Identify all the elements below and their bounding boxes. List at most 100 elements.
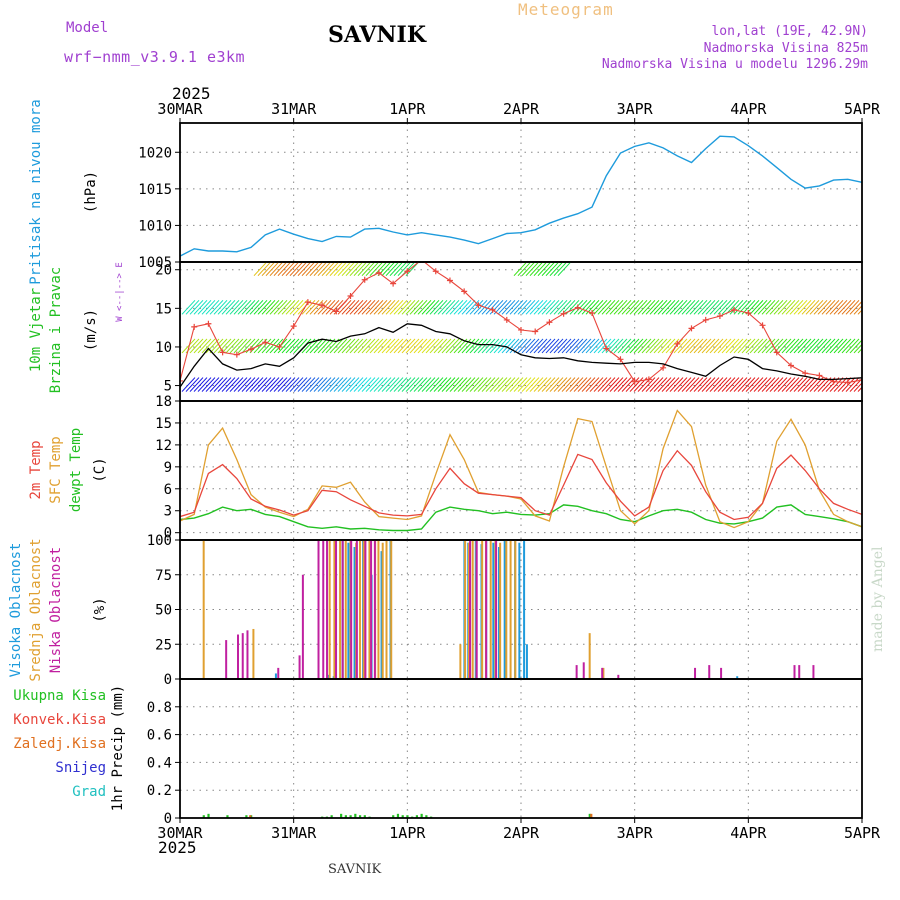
wind-barb [553,299,568,315]
gust-marker [532,328,539,335]
wind-barb [393,262,408,277]
wind-barb [793,338,808,354]
wind-barb [621,338,636,354]
precip-bar [425,815,428,818]
wind-barb [337,377,352,392]
wind-compass: W <--|--> E [115,262,125,322]
gust-marker [205,320,212,327]
wind-barb [261,377,276,392]
wind-barb [657,338,672,354]
wind-barb [201,338,216,354]
wind-barb [633,338,648,354]
wind-barb [433,299,448,315]
gust-marker [859,377,862,384]
wind-barb [461,299,476,315]
y-tick-label: 1020 [138,145,172,161]
wind-barb [701,338,716,354]
wind-barb [225,377,240,392]
wind-barb [237,338,252,354]
gust-marker [816,372,823,379]
wind-barb [701,299,716,315]
wind-barb [757,299,772,315]
gust-marker [180,377,183,384]
wind-barb [365,338,380,354]
wind-barb [649,338,664,354]
precip-bar [415,815,419,818]
wind-barb [853,382,862,392]
wind-barb [621,377,636,392]
wind-barb [825,299,840,315]
gust-marker [375,269,382,276]
series-line-2m-temp [180,449,862,521]
wind-barb [613,338,628,354]
wind-barb [337,262,352,277]
panel-wind: 5 10 15 20 [155,261,863,402]
wind-barb [285,377,300,392]
wind-barb [233,377,248,392]
wind-barb [305,262,320,277]
wind-barb [713,338,728,354]
wind-barb [645,377,660,392]
wind-barb [477,338,492,354]
wind-barb [789,377,804,392]
wind-barb [189,338,204,354]
wind-barb [717,338,732,354]
wind-barb [817,299,832,315]
wind-barb [557,338,572,354]
precip-bar [406,815,409,818]
precip-bar [207,813,210,818]
wind-barb [353,338,368,354]
wind-barb [285,338,300,354]
wind-barb [345,377,360,392]
x-date-label-top: 1APR [389,100,426,118]
wind-barb [533,262,548,277]
wind-barb [313,262,328,277]
gust-marker [361,276,368,283]
series-line-brzina-vjetra [180,323,862,388]
wind-barb [449,299,464,315]
wind-barb [357,338,372,354]
wind-barb [257,377,272,392]
wind-barb [369,338,384,354]
wind-barb [521,377,536,392]
wind-barb [765,299,780,315]
precip-legend-item: Konvek.Kisa [13,712,106,728]
wind-barb [761,377,776,392]
wind-barb [249,338,264,354]
wind-barb [369,377,384,392]
wind-barb [585,338,600,354]
wind-barb [429,338,444,354]
wind-barb [721,338,736,354]
wind-barb [625,338,640,354]
y-axis-label-sfctemp: SFC Temp [48,436,64,503]
gust-marker [276,343,283,350]
wind-barb [805,377,820,392]
wind-barb [725,338,740,354]
page-title: SAVNIK [328,22,426,48]
wind-barb [213,338,228,354]
wind-barb [221,338,236,354]
y-tick-label: 20 [155,263,172,279]
wind-barb [205,377,220,392]
wind-barb [497,377,512,392]
y-tick-label: 18 [155,394,172,410]
wind-barb [221,299,236,315]
gust-marker [333,308,340,315]
wind-barb [729,377,744,392]
wind-barb [329,338,344,354]
wind-barb [373,377,388,392]
wind-barb [565,377,580,392]
y-tick-label: 9 [164,460,172,476]
precip-bar [226,815,229,818]
wind-barb [341,262,356,277]
wind-barb [233,338,248,354]
wind-barb [333,262,348,277]
gust-marker [248,346,255,353]
wind-barb [489,377,504,392]
wind-barb [197,338,212,354]
wind-barb [385,377,400,392]
wind-barb [629,299,644,315]
wind-barb [713,299,728,315]
wind-barb [289,338,304,354]
wind-barb [613,377,628,392]
